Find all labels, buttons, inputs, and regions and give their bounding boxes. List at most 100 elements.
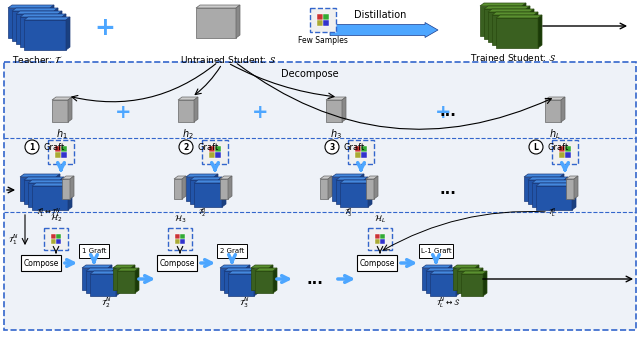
Text: $h_L$: $h_L$ bbox=[549, 127, 561, 141]
Polygon shape bbox=[484, 6, 530, 9]
Polygon shape bbox=[273, 268, 277, 293]
Polygon shape bbox=[24, 17, 70, 20]
Bar bbox=[90, 274, 116, 296]
Bar bbox=[355, 146, 360, 152]
Bar bbox=[532, 183, 568, 207]
Polygon shape bbox=[496, 15, 542, 18]
Polygon shape bbox=[62, 176, 74, 179]
Polygon shape bbox=[250, 268, 254, 293]
FancyBboxPatch shape bbox=[348, 140, 374, 164]
Text: $\mathcal{T}_L^B$: $\mathcal{T}_L^B$ bbox=[548, 207, 556, 220]
Polygon shape bbox=[228, 271, 258, 274]
Text: +: + bbox=[95, 16, 115, 40]
Polygon shape bbox=[532, 180, 572, 183]
Bar bbox=[332, 177, 360, 201]
Polygon shape bbox=[116, 271, 120, 296]
Bar bbox=[175, 239, 180, 244]
Circle shape bbox=[325, 140, 339, 154]
Text: 2: 2 bbox=[184, 143, 189, 152]
Polygon shape bbox=[461, 271, 487, 274]
Polygon shape bbox=[360, 174, 364, 201]
Polygon shape bbox=[342, 97, 346, 122]
Polygon shape bbox=[479, 268, 483, 293]
Circle shape bbox=[25, 140, 39, 154]
Bar bbox=[220, 179, 228, 199]
Text: L-1 Graft: L-1 Graft bbox=[420, 248, 451, 254]
Polygon shape bbox=[374, 176, 378, 199]
FancyBboxPatch shape bbox=[217, 244, 247, 258]
Polygon shape bbox=[62, 14, 66, 47]
Bar bbox=[216, 152, 221, 158]
Polygon shape bbox=[483, 271, 487, 296]
Bar bbox=[32, 186, 68, 210]
Bar bbox=[496, 18, 538, 48]
Polygon shape bbox=[131, 265, 135, 290]
Bar bbox=[186, 177, 214, 201]
Polygon shape bbox=[178, 97, 198, 100]
Bar bbox=[180, 239, 185, 244]
Polygon shape bbox=[368, 180, 372, 207]
Polygon shape bbox=[336, 177, 368, 180]
Polygon shape bbox=[220, 176, 232, 179]
Polygon shape bbox=[328, 176, 332, 199]
Text: Compose: Compose bbox=[159, 258, 195, 268]
FancyBboxPatch shape bbox=[368, 228, 392, 250]
Bar bbox=[457, 271, 479, 293]
FancyBboxPatch shape bbox=[552, 140, 578, 164]
Bar bbox=[565, 146, 571, 152]
Text: 1 Graft: 1 Graft bbox=[82, 248, 106, 254]
Bar bbox=[228, 274, 254, 296]
Polygon shape bbox=[269, 265, 273, 290]
FancyBboxPatch shape bbox=[44, 228, 68, 250]
Bar bbox=[453, 268, 475, 290]
Text: $\mathcal{T}_2^N$: $\mathcal{T}_2^N$ bbox=[100, 295, 111, 310]
Bar bbox=[524, 177, 560, 201]
Bar bbox=[480, 6, 522, 36]
Bar bbox=[375, 239, 380, 244]
Bar bbox=[82, 268, 108, 290]
Bar bbox=[24, 20, 66, 50]
Text: Graft: Graft bbox=[343, 143, 364, 152]
Polygon shape bbox=[568, 180, 572, 207]
Bar bbox=[8, 8, 50, 38]
Circle shape bbox=[179, 140, 193, 154]
Bar bbox=[484, 9, 526, 39]
Polygon shape bbox=[222, 180, 226, 207]
Polygon shape bbox=[190, 177, 222, 180]
Bar bbox=[175, 234, 180, 239]
Text: Compose: Compose bbox=[23, 258, 59, 268]
Polygon shape bbox=[135, 268, 139, 293]
Text: 1: 1 bbox=[29, 143, 35, 152]
Text: Compose: Compose bbox=[359, 258, 395, 268]
Bar bbox=[209, 152, 214, 158]
Polygon shape bbox=[524, 174, 564, 177]
Bar bbox=[422, 268, 448, 290]
Bar bbox=[326, 100, 342, 122]
Polygon shape bbox=[526, 6, 530, 39]
Bar bbox=[224, 271, 250, 293]
Text: $h_2$: $h_2$ bbox=[182, 127, 194, 141]
Bar bbox=[317, 21, 323, 26]
Polygon shape bbox=[112, 268, 116, 293]
Polygon shape bbox=[214, 174, 218, 201]
Polygon shape bbox=[64, 180, 68, 207]
FancyBboxPatch shape bbox=[168, 228, 192, 250]
Polygon shape bbox=[536, 183, 576, 186]
Bar bbox=[52, 100, 68, 122]
Text: Graft: Graft bbox=[197, 143, 218, 152]
Bar bbox=[559, 146, 564, 152]
Bar bbox=[492, 15, 534, 45]
Text: $h_3$: $h_3$ bbox=[330, 127, 342, 141]
Polygon shape bbox=[522, 3, 526, 36]
Text: Teacher: $\mathcal{T}$: Teacher: $\mathcal{T}$ bbox=[12, 54, 63, 65]
Bar bbox=[336, 180, 364, 204]
Text: $\mathcal{H}_L$: $\mathcal{H}_L$ bbox=[374, 214, 386, 225]
Polygon shape bbox=[426, 268, 456, 271]
FancyBboxPatch shape bbox=[4, 62, 636, 330]
Text: ...: ... bbox=[440, 183, 456, 197]
Polygon shape bbox=[16, 11, 62, 14]
Polygon shape bbox=[572, 183, 576, 210]
Bar bbox=[375, 234, 380, 239]
FancyBboxPatch shape bbox=[357, 255, 397, 271]
Polygon shape bbox=[90, 271, 120, 274]
